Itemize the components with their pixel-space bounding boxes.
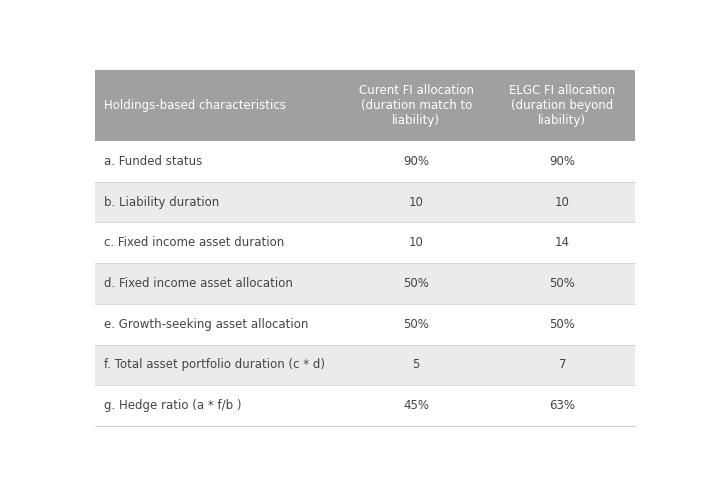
Text: e. Growth-seeking asset allocation: e. Growth-seeking asset allocation [105, 318, 309, 331]
Text: f. Total asset portfolio duration (c * d): f. Total asset portfolio duration (c * d… [105, 358, 325, 372]
Text: 50%: 50% [550, 277, 575, 290]
Bar [95, 385, 343, 426]
Text: 10: 10 [409, 236, 424, 249]
Text: a. Funded status: a. Funded status [105, 155, 203, 168]
Bar [489, 182, 635, 223]
Bar [489, 141, 635, 182]
Text: d. Fixed income asset allocation: d. Fixed income asset allocation [105, 277, 293, 290]
Text: 7: 7 [558, 358, 566, 372]
Text: 5: 5 [412, 358, 420, 372]
Text: 90%: 90% [549, 155, 575, 168]
Bar [489, 385, 635, 426]
Bar [95, 223, 343, 263]
Text: 50%: 50% [403, 318, 429, 331]
Text: 63%: 63% [549, 399, 575, 412]
Bar [343, 344, 489, 385]
Bar [95, 70, 343, 141]
Bar [343, 385, 489, 426]
Text: 14: 14 [555, 236, 570, 249]
Bar [95, 344, 343, 385]
Text: c. Fixed income asset duration: c. Fixed income asset duration [105, 236, 285, 249]
Bar [343, 223, 489, 263]
Text: ELGC FI allocation
(duration beyond
liability): ELGC FI allocation (duration beyond liab… [509, 84, 615, 127]
Text: 10: 10 [409, 195, 424, 208]
Bar [343, 182, 489, 223]
Bar [343, 304, 489, 344]
Bar [95, 263, 343, 304]
Bar [489, 223, 635, 263]
Bar [489, 344, 635, 385]
Bar [343, 141, 489, 182]
Bar [95, 304, 343, 344]
Text: 50%: 50% [403, 277, 429, 290]
Text: b. Liability duration: b. Liability duration [105, 195, 220, 208]
Bar [489, 304, 635, 344]
Text: Holdings-based characteristics: Holdings-based characteristics [105, 99, 286, 112]
Text: 45%: 45% [403, 399, 429, 412]
Text: g. Hedge ratio (a * f/b ): g. Hedge ratio (a * f/b ) [105, 399, 242, 412]
Text: 90%: 90% [403, 155, 429, 168]
Text: 10: 10 [555, 195, 570, 208]
Bar [489, 263, 635, 304]
Text: 50%: 50% [550, 318, 575, 331]
Bar [95, 141, 343, 182]
Bar [95, 182, 343, 223]
Bar [489, 70, 635, 141]
Bar [343, 263, 489, 304]
Bar [343, 70, 489, 141]
Text: Curent FI allocation
(duration match to
liability): Curent FI allocation (duration match to … [359, 84, 473, 127]
